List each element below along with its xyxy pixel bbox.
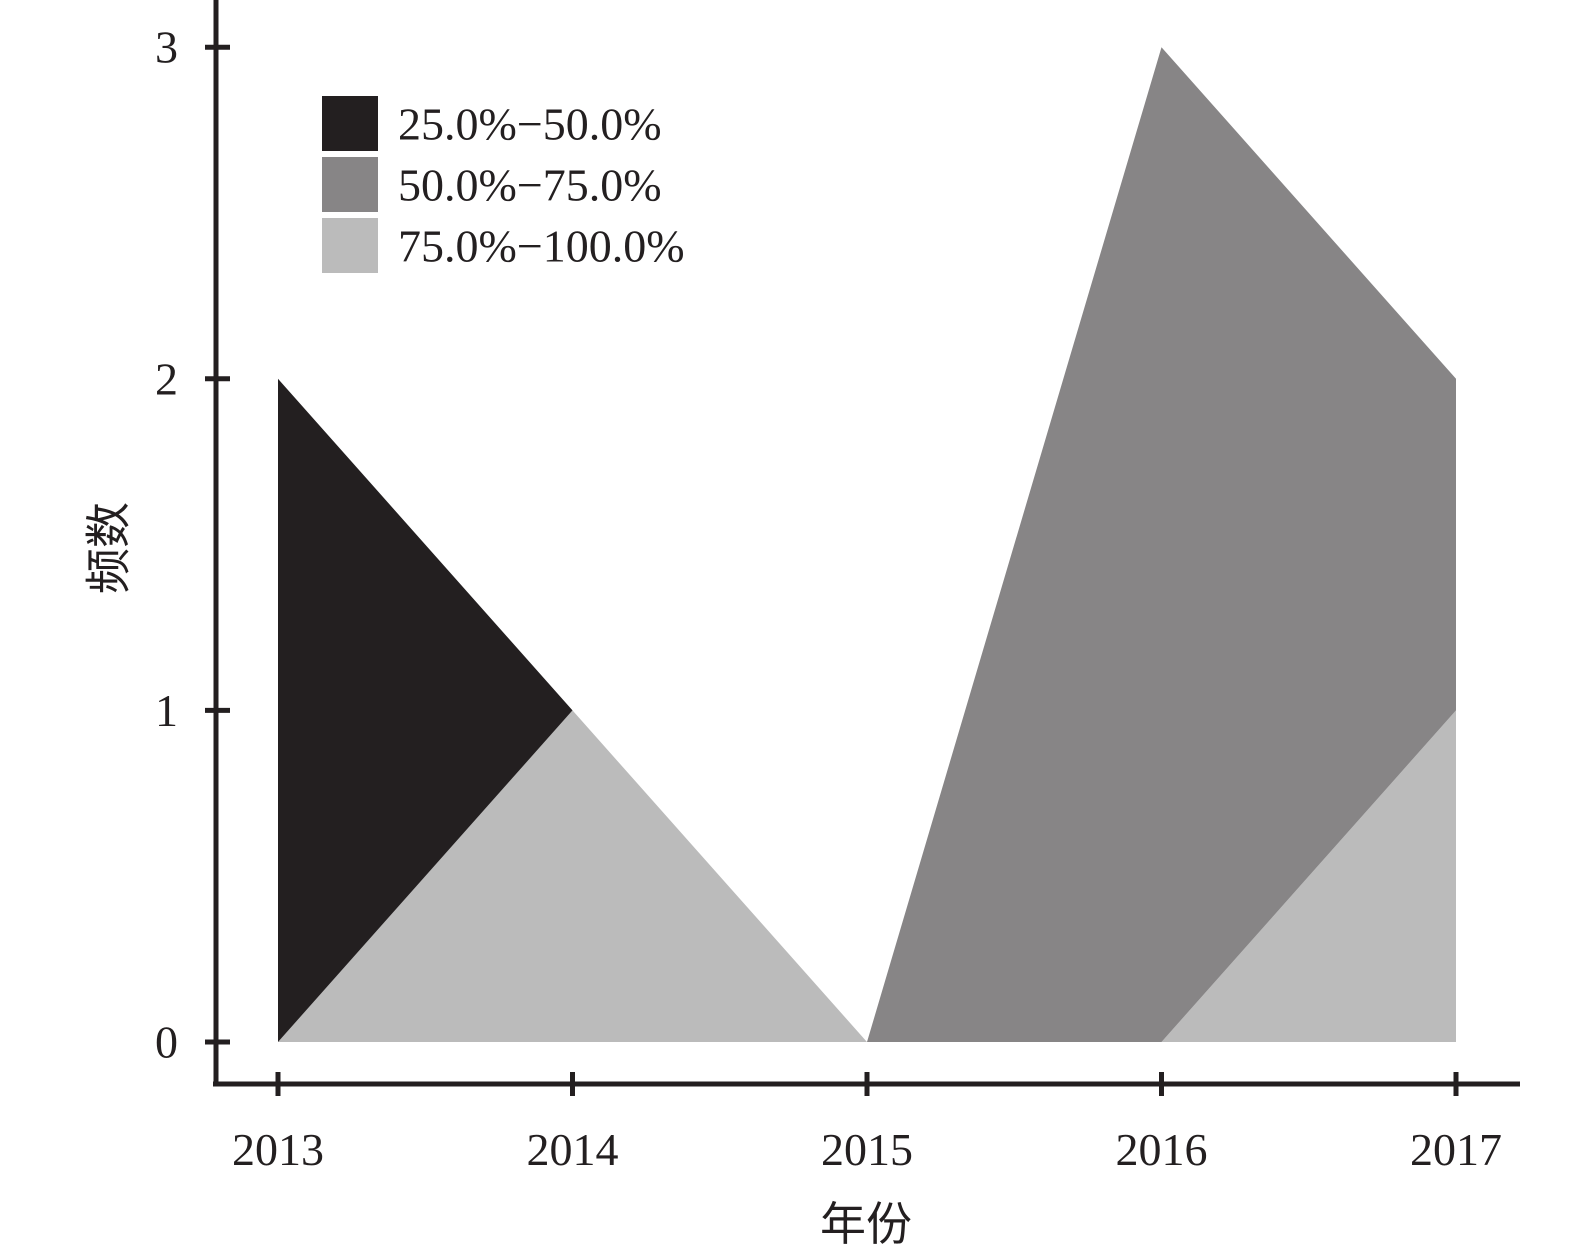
area-series-3 [278, 710, 1456, 1042]
x-tick-label: 2017 [1410, 1124, 1502, 1175]
y-tick-label: 3 [155, 22, 178, 73]
area-layer [278, 47, 1456, 1042]
legend-label: 25.0%−50.0% [398, 99, 662, 150]
y-ticks: 0 1 2 3 [155, 22, 230, 1068]
x-axis-title: 年份 [820, 1197, 912, 1251]
x-ticks: 2013 2014 2015 2016 2017 [232, 1072, 1502, 1175]
y-axis-title: 频数 [82, 502, 136, 594]
legend-swatch [322, 157, 378, 212]
y-tick-label: 0 [155, 1017, 178, 1068]
x-tick-label: 2016 [1116, 1124, 1208, 1175]
legend: 25.0%−50.0% 50.0%−75.0% 75.0%−100.0% [322, 96, 685, 273]
y-tick-label: 2 [155, 353, 178, 404]
legend-label: 75.0%−100.0% [398, 221, 685, 272]
area-series-2 [278, 47, 1456, 1042]
x-tick-label: 2014 [527, 1124, 619, 1175]
x-tick-label: 2013 [232, 1124, 324, 1175]
legend-label: 50.0%−75.0% [398, 160, 662, 211]
y-tick-label: 1 [155, 685, 178, 736]
legend-swatch [322, 218, 378, 273]
x-tick-label: 2015 [821, 1124, 913, 1175]
area-series-1 [278, 378, 1456, 1042]
legend-swatch [322, 96, 378, 151]
